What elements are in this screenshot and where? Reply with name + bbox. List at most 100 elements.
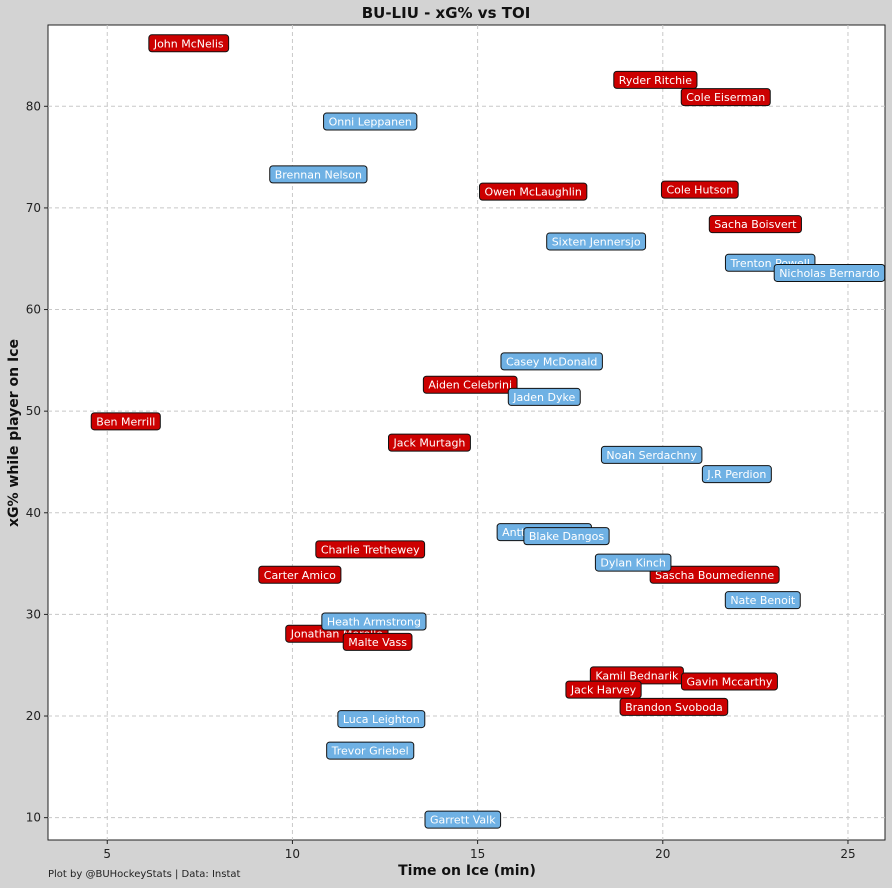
player-label-text: Kamil Bednarik bbox=[595, 669, 679, 682]
player-label-text: Sixten Jennersjo bbox=[552, 235, 641, 248]
player-point-label: Ben Merrill bbox=[90, 412, 161, 431]
player-label-box bbox=[523, 527, 610, 546]
player-label-box bbox=[323, 112, 418, 131]
player-point-label: Dylan Kinch bbox=[594, 553, 672, 572]
player-label-box bbox=[342, 632, 413, 651]
player-label-text: Jaden Dyke bbox=[512, 391, 575, 404]
x-axis-label: Time on Ice (min) bbox=[398, 863, 536, 879]
player-point-label: Noah Serdachny bbox=[600, 445, 703, 464]
player-point-label: Garrett Valk bbox=[424, 810, 502, 829]
player-point-label: Jaden Dyke bbox=[507, 387, 581, 406]
player-point-label: Sascha Boumedienne bbox=[649, 565, 780, 584]
player-label-text: Sacha Boisvert bbox=[714, 218, 797, 231]
player-label-text: John McNelis bbox=[153, 37, 224, 50]
player-point-label: Luca Leighton bbox=[337, 710, 426, 729]
player-label-text: Casey McDonald bbox=[506, 355, 597, 368]
player-label-box bbox=[269, 165, 368, 184]
player-label-box bbox=[337, 710, 426, 729]
player-point-label: Charlie Trethewey bbox=[315, 540, 426, 559]
player-point-label: Malte Vass bbox=[342, 632, 413, 651]
player-label-box bbox=[424, 810, 502, 829]
player-point-label: John McNelis bbox=[148, 34, 230, 53]
player-point-label: Nicholas Bernardo bbox=[773, 263, 886, 282]
y-tick-label: 80 bbox=[26, 99, 41, 113]
player-label-box bbox=[500, 352, 603, 371]
player-point-label: Cole Hutson bbox=[660, 180, 739, 199]
player-label-box bbox=[507, 387, 581, 406]
player-label-box bbox=[680, 672, 778, 691]
player-label-box bbox=[619, 697, 729, 716]
player-label-text: Nate Benoit bbox=[730, 594, 796, 607]
chart-title: BU-LIU - xG% vs TOI bbox=[361, 4, 531, 22]
player-point-label: Nate Benoit bbox=[724, 591, 801, 610]
y-tick-label: 60 bbox=[26, 303, 41, 317]
player-label-box bbox=[701, 465, 772, 484]
player-label-text: Ryder Ritchie bbox=[619, 74, 692, 87]
player-label-box bbox=[422, 375, 518, 394]
player-point-label: Brandon Svoboda bbox=[619, 697, 729, 716]
player-point-label: J.R Perdion bbox=[701, 465, 772, 484]
player-point-label: Ryder Ritchie bbox=[613, 70, 698, 89]
player-label-box bbox=[148, 34, 230, 53]
player-point-label: Carter Amico bbox=[258, 565, 342, 584]
player-label-text: Brennan Nelson bbox=[275, 168, 362, 181]
player-label-box bbox=[680, 88, 771, 107]
player-point-label: Owen McLaughlin bbox=[479, 182, 588, 201]
y-tick-label: 30 bbox=[26, 607, 41, 621]
y-tick-label: 70 bbox=[26, 201, 41, 215]
player-point-label: Blake Dangos bbox=[523, 527, 610, 546]
player-label-text: Sascha Boumedienne bbox=[655, 569, 774, 582]
player-label-box bbox=[258, 565, 342, 584]
player-label-box bbox=[613, 70, 698, 89]
player-label-box bbox=[565, 680, 642, 699]
player-label-text: Nicholas Bernardo bbox=[779, 267, 880, 280]
player-label-box bbox=[773, 263, 886, 282]
player-label-text: Cole Hutson bbox=[666, 184, 733, 197]
axis-ticks: 5 10 15 20 25 10 20 30 40 50 60 70 80 bbox=[26, 99, 856, 861]
player-label-box bbox=[708, 215, 802, 234]
player-label-text: Luca Leighton bbox=[343, 713, 420, 726]
player-label-text: Jack Harvey bbox=[570, 684, 637, 697]
player-label-text: Noah Serdachny bbox=[606, 449, 697, 462]
x-tick-label: 15 bbox=[470, 847, 485, 861]
x-tick-label: 5 bbox=[103, 847, 111, 861]
player-label-box bbox=[315, 540, 426, 559]
player-label-box bbox=[600, 445, 703, 464]
player-point-label: Sixten Jennersjo bbox=[546, 232, 647, 251]
player-label-box bbox=[479, 182, 588, 201]
grid-lines bbox=[48, 25, 885, 840]
y-tick-label: 20 bbox=[26, 709, 41, 723]
player-label-text: Brandon Svoboda bbox=[625, 701, 723, 714]
player-label-text: Carter Amico bbox=[264, 569, 336, 582]
credit-note: Plot by @BUHockeyStats | Data: Instat bbox=[48, 869, 241, 880]
player-label-text: Cole Eiserman bbox=[686, 91, 765, 104]
player-label-box bbox=[388, 433, 471, 452]
player-point-label: Jack Harvey bbox=[565, 680, 642, 699]
y-tick-label: 40 bbox=[26, 506, 41, 520]
x-tick-label: 10 bbox=[285, 847, 300, 861]
player-point-label: Jack Murtagh bbox=[388, 433, 471, 452]
player-point-label: Aiden Celebrini bbox=[422, 375, 518, 394]
player-label-text: Malte Vass bbox=[348, 636, 407, 649]
player-label-text: Trevor Griebel bbox=[331, 745, 409, 758]
player-label-text: Garrett Valk bbox=[430, 814, 496, 827]
player-label-text: J.R Perdion bbox=[706, 468, 766, 481]
x-tick-label: 20 bbox=[655, 847, 670, 861]
player-label-box bbox=[649, 565, 780, 584]
player-point-label: Sacha Boisvert bbox=[708, 215, 802, 234]
player-point-label: Cole Eiserman bbox=[680, 88, 771, 107]
player-label-text: Aiden Celebrini bbox=[428, 379, 512, 392]
player-label-box bbox=[90, 412, 161, 431]
plot-panel bbox=[47, 24, 886, 841]
player-point-label: Heath Armstrong bbox=[321, 612, 427, 631]
player-label-text: Heath Armstrong bbox=[327, 616, 421, 629]
player-label-box bbox=[326, 741, 415, 760]
player-label-box bbox=[594, 553, 672, 572]
player-label-text: Blake Dangos bbox=[529, 530, 604, 543]
player-label-text: Jack Murtagh bbox=[393, 437, 466, 450]
player-point-label: Trevor Griebel bbox=[326, 741, 415, 760]
player-label-box bbox=[546, 232, 647, 251]
player-point-label: Casey McDonald bbox=[500, 352, 603, 371]
player-point-label: Brennan Nelson bbox=[269, 165, 368, 184]
player-label-box bbox=[724, 591, 801, 610]
